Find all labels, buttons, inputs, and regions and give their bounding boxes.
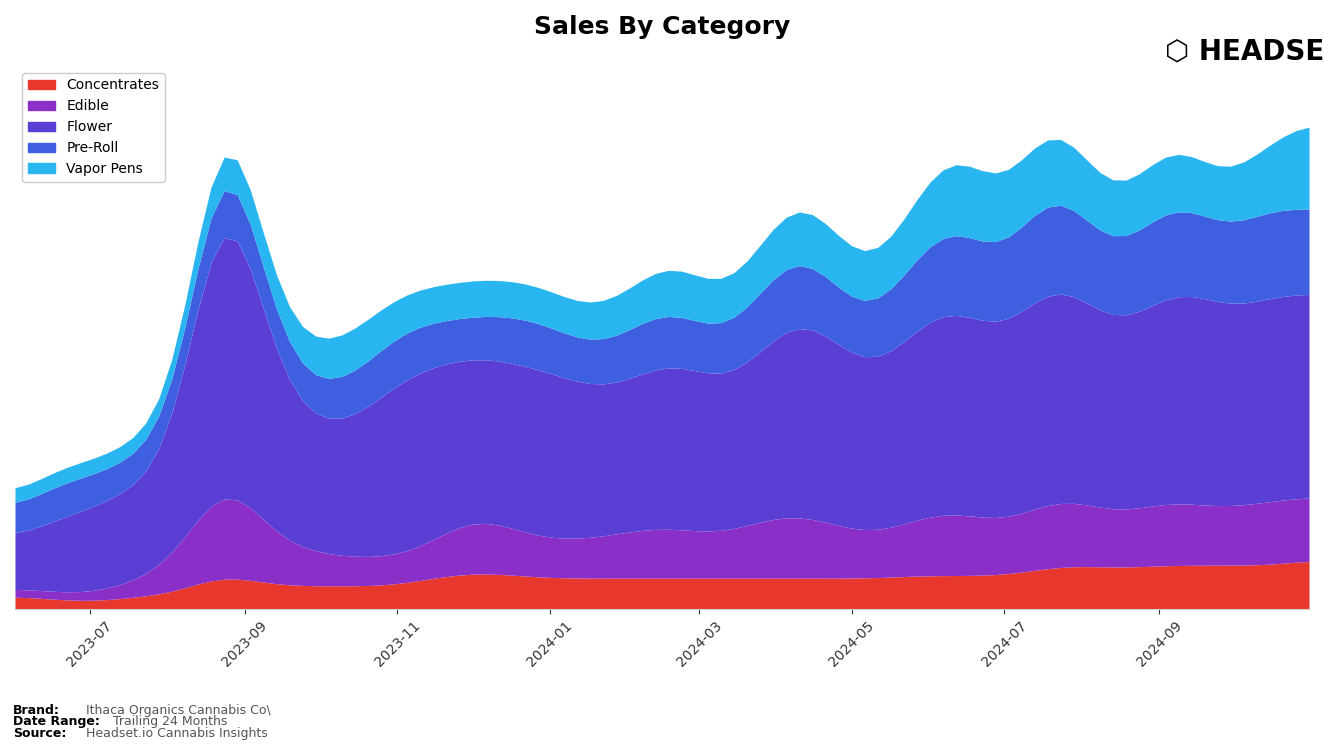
Title: Sales By Category: Sales By Category [534, 15, 790, 39]
Text: Headset.io Cannabis Insights: Headset.io Cannabis Insights [86, 727, 267, 740]
Text: Date Range:: Date Range: [13, 716, 101, 728]
Text: Ithaca Organics Cannabis Co\: Ithaca Organics Cannabis Co\ [86, 705, 271, 717]
Text: ⬡ HEADSET: ⬡ HEADSET [1165, 37, 1324, 65]
Legend: Concentrates, Edible, Flower, Pre-Roll, Vapor Pens: Concentrates, Edible, Flower, Pre-Roll, … [23, 73, 164, 182]
Text: Trailing 24 Months: Trailing 24 Months [113, 716, 226, 728]
Text: Source:: Source: [13, 727, 66, 740]
Text: Brand:: Brand: [13, 705, 60, 717]
